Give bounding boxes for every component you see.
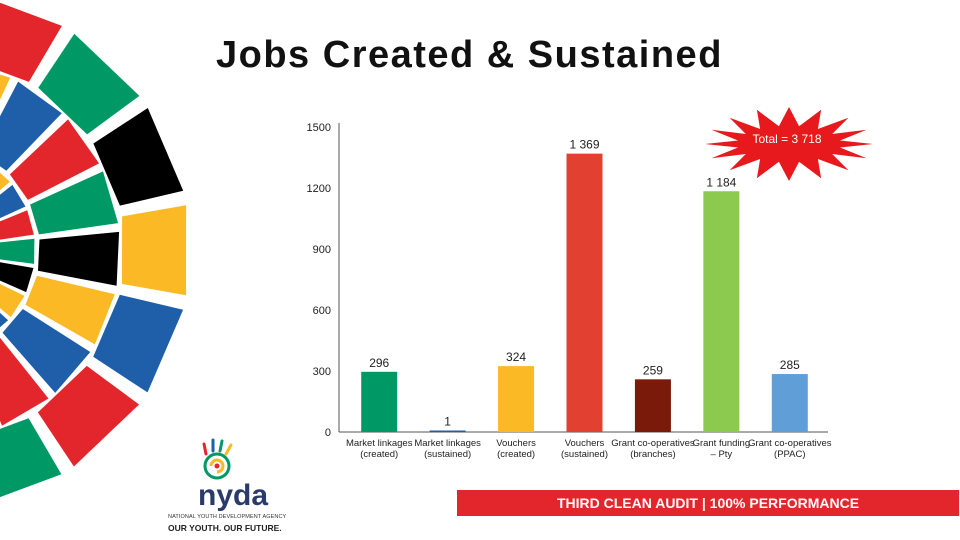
deco-stripe <box>25 275 115 345</box>
bar <box>703 191 740 432</box>
deco-stripe <box>0 262 34 293</box>
deco-stripe <box>38 231 120 286</box>
hand-swirl-icon <box>202 438 233 480</box>
deco-stripe <box>93 294 184 393</box>
category-label: Market linkages <box>346 438 413 449</box>
bar <box>566 153 603 432</box>
bar-value-label: 1 369 <box>569 138 599 152</box>
logo-name: nyda <box>198 479 269 512</box>
category-label: Grant co-operatives <box>748 438 832 449</box>
y-tick-label: 1500 <box>307 122 331 134</box>
deco-stripe <box>0 238 35 264</box>
deco-stripe <box>93 108 184 206</box>
deco-stripe <box>0 312 9 328</box>
logo-agency: NATIONAL YOUTH DEVELOPMENT AGENCY <box>168 514 287 520</box>
deco-stripe <box>30 171 119 235</box>
deco-stripe <box>2 309 91 393</box>
bar-value-label: 1 <box>444 415 451 429</box>
y-tick-label: 0 <box>325 427 331 439</box>
deco-stripe <box>122 205 187 296</box>
category-label: Market linkages <box>414 438 481 449</box>
bar-value-label: 285 <box>780 358 800 372</box>
logo-slogan: OUR YOUTH. OUR FUTURE. <box>168 523 282 533</box>
deco-stripe <box>38 33 140 135</box>
slide-title: Jobs Created & Sustained <box>216 34 723 76</box>
y-tick-label: 900 <box>313 244 331 256</box>
y-tick-label: 600 <box>313 305 331 317</box>
category-label: (created) <box>497 449 535 460</box>
deco-stripe <box>0 418 62 498</box>
category-label: (PPAC) <box>774 449 806 460</box>
total-label: Total = 3 718 <box>752 132 822 146</box>
nyda-logo: nyda NATIONAL YOUTH DEVELOPMENT AGENCY O… <box>168 438 308 533</box>
deco-stripe <box>37 365 140 467</box>
bar-value-label: 324 <box>506 350 526 364</box>
category-label: Grant co-operatives <box>611 438 695 449</box>
bar <box>429 430 466 432</box>
category-label: (sustained) <box>561 449 608 460</box>
bar <box>361 371 398 432</box>
decorative-stripes <box>0 2 187 498</box>
deco-stripe <box>0 74 11 100</box>
bar <box>498 366 535 432</box>
deco-stripe <box>9 119 100 200</box>
bar <box>771 374 808 432</box>
deco-stripe <box>0 172 10 191</box>
total-starburst <box>705 107 873 181</box>
category-label: – Pty <box>711 449 733 460</box>
deco-stripe <box>0 81 62 171</box>
category-label: Grant funding <box>693 438 751 449</box>
bar-value-label: 296 <box>369 356 389 370</box>
audit-banner: THIRD CLEAN AUDIT | 100% PERFORMANCE <box>457 490 959 516</box>
y-tick-label: 300 <box>313 366 331 378</box>
deco-stripe <box>0 2 62 82</box>
category-label: Vouchers <box>496 438 536 449</box>
category-label: (sustained) <box>424 449 471 460</box>
deco-stripe <box>0 210 34 240</box>
bar <box>634 379 671 432</box>
deco-stripe <box>0 184 26 219</box>
category-label: (created) <box>360 449 398 460</box>
deco-stripe <box>0 337 49 426</box>
category-label: (branches) <box>630 449 675 460</box>
bar-value-label: 259 <box>643 363 663 377</box>
category-label: Vouchers <box>565 438 605 449</box>
bar-value-label: 1 184 <box>706 175 736 189</box>
deco-stripe <box>0 283 25 318</box>
y-tick-label: 1200 <box>307 183 331 195</box>
starburst-shape <box>705 107 873 181</box>
